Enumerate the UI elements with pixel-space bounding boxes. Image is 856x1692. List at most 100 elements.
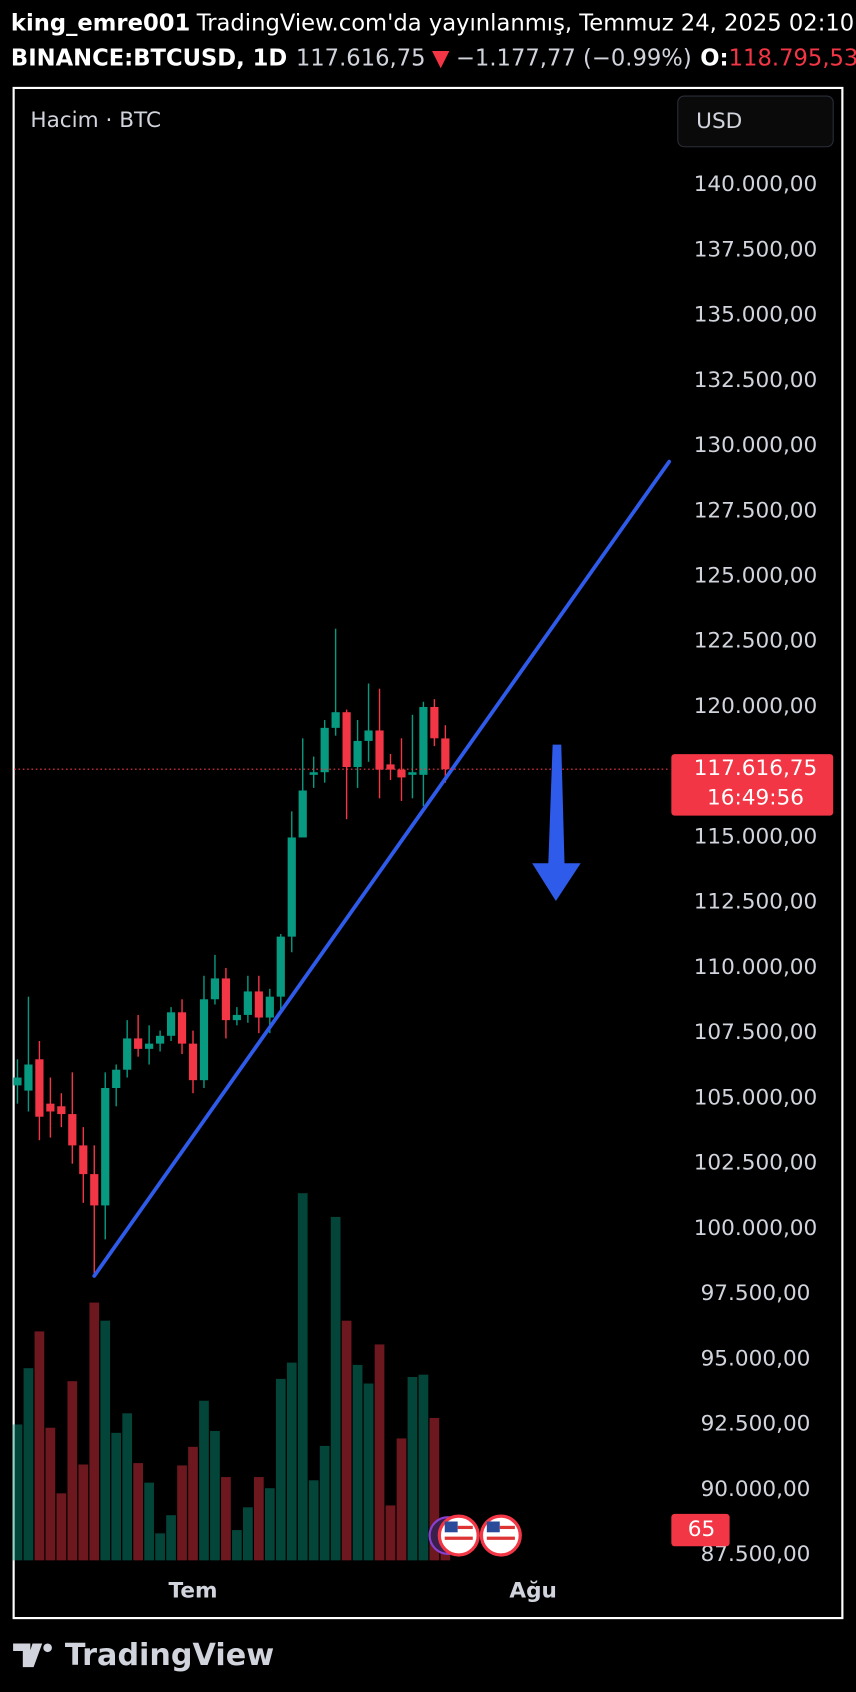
flag-stripe — [486, 1536, 515, 1540]
volume-bar — [67, 1381, 78, 1561]
candle-body — [79, 1145, 88, 1175]
down-arrow-drawing — [532, 744, 581, 902]
header-line-2: BINANCE:BTCUSD, 1D 117.616,75 ▼ −1.177,77 (… — [11, 45, 856, 71]
y-tick-label: 107.500,00 — [694, 1020, 818, 1045]
y-tick-label: 87.500,00 — [701, 1542, 811, 1567]
candle-body — [221, 978, 231, 1021]
y-tick-label: 125.000,00 — [694, 563, 818, 588]
chart-frame — [12, 86, 844, 1620]
volume-bar — [243, 1507, 253, 1561]
y-tick-label: 90.000,00 — [701, 1477, 811, 1502]
candle-body — [177, 1012, 187, 1044]
candle-body — [276, 936, 285, 997]
volume-bar — [396, 1438, 407, 1561]
candle-body — [210, 978, 220, 1000]
header-line-1: king_emre001 TradingView.com'da yayınlanm… — [11, 10, 856, 36]
candle-body — [90, 1174, 99, 1206]
volume-bar — [23, 1368, 34, 1561]
flag-canton — [444, 1521, 458, 1533]
y-tick-label: 92.500,00 — [701, 1412, 811, 1437]
candle-body — [166, 1012, 176, 1036]
candle-body — [386, 764, 395, 770]
y-tick-label: 122.500,00 — [694, 629, 818, 654]
candle-body — [46, 1103, 55, 1112]
author: king_emre001 — [11, 10, 190, 36]
volume-pane — [12, 1193, 451, 1561]
volume-bar — [188, 1446, 198, 1561]
volume-bar — [264, 1488, 275, 1561]
volume-bar — [210, 1430, 220, 1561]
volume-bar — [385, 1505, 396, 1561]
flag-stripe — [499, 1525, 515, 1530]
volume-bar — [319, 1445, 330, 1561]
candle-body — [35, 1059, 44, 1117]
volume-value-label: 65 — [688, 1517, 715, 1542]
open: 118.795,53 — [729, 45, 856, 71]
volume-bar — [155, 1533, 165, 1561]
currency-button[interactable] — [677, 95, 834, 148]
candle-body — [123, 1038, 132, 1070]
candle-body — [441, 738, 450, 770]
candle-body — [353, 740, 362, 768]
volume-bar — [297, 1193, 308, 1561]
change: −1.177,77 (−0.99%) — [456, 45, 692, 71]
price: 117.616,75 — [296, 45, 426, 71]
candle-body — [342, 712, 351, 768]
candle-body — [101, 1087, 110, 1206]
candle-body — [24, 1064, 33, 1091]
volume-bar — [144, 1482, 154, 1561]
volume-bar — [418, 1374, 429, 1561]
y-tick-label: 140.000,00 — [694, 172, 818, 197]
trendline — [92, 459, 672, 1278]
open-label: O: — [700, 45, 728, 71]
flag-stripe — [444, 1536, 473, 1540]
volume-bar — [133, 1463, 144, 1561]
volume-bar — [374, 1344, 385, 1561]
candle-body — [309, 772, 318, 775]
countdown: 16:49:56 — [707, 785, 804, 810]
volume-bar — [330, 1216, 341, 1561]
volume-bar — [221, 1477, 231, 1561]
volume-bar — [253, 1477, 264, 1561]
candle-body — [320, 727, 329, 773]
candle-body — [243, 991, 252, 1015]
y-tick-label: 110.000,00 — [694, 955, 818, 980]
x-tick-label: Ağu — [509, 1579, 557, 1604]
symbol: BINANCE:BTCUSD, 1D — [11, 45, 287, 71]
price-axis: 140.000,00 137.500,00 135.000,00 132.500,00… — [169, 172, 834, 1604]
y-tick-label: 112.500,00 — [694, 890, 818, 915]
currency-button-label[interactable]: USD — [696, 109, 742, 134]
y-tick-label: 97.500,00 — [701, 1281, 811, 1306]
candle-body — [287, 837, 296, 937]
volume-bar — [45, 1427, 56, 1561]
candle-body — [254, 991, 263, 1018]
candle-body — [134, 1038, 143, 1049]
y-tick-label: 137.500,00 — [694, 237, 818, 262]
y-tick-label: 132.500,00 — [694, 368, 818, 393]
y-tick-label: 95.000,00 — [701, 1346, 811, 1371]
volume-bar — [100, 1320, 111, 1561]
drawings — [14, 459, 672, 1278]
candle-body — [145, 1043, 154, 1049]
brand: TradingView — [65, 1638, 274, 1673]
volume-bar — [89, 1302, 100, 1561]
volume-bar — [122, 1413, 133, 1561]
candle-body — [419, 706, 428, 775]
x-tick-label: Tem — [169, 1579, 218, 1604]
candle-body — [265, 996, 274, 1018]
logo-dot — [43, 1643, 52, 1653]
volume-bar — [34, 1331, 45, 1561]
y-tick-label: 100.000,00 — [694, 1216, 818, 1241]
candle-body — [364, 730, 373, 741]
volume-bar — [363, 1383, 374, 1561]
volume-bar — [275, 1378, 286, 1561]
volume-bar — [177, 1465, 187, 1561]
candle-body — [397, 769, 406, 778]
candle-body — [298, 790, 307, 838]
volume-bar — [199, 1400, 209, 1561]
y-tick-label: 102.500,00 — [694, 1151, 818, 1176]
published: TradingView.com'da yayınlanmış, Temmuz 2… — [196, 10, 856, 36]
logo-mark — [13, 1643, 43, 1668]
volume-bar — [341, 1320, 352, 1561]
